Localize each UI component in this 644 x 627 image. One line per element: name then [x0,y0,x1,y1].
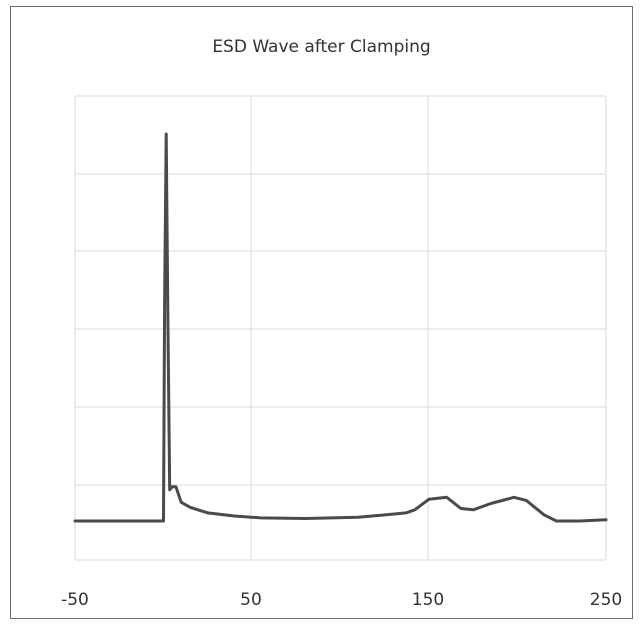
x-tick-label: 250 [590,590,622,610]
series-line [73,132,608,523]
x-tick-label: -50 [61,590,89,610]
chart-title: ESD Wave after Clamping [212,37,431,57]
x-tick-label: 50 [240,590,262,610]
x-tick-label: 150 [412,590,444,610]
